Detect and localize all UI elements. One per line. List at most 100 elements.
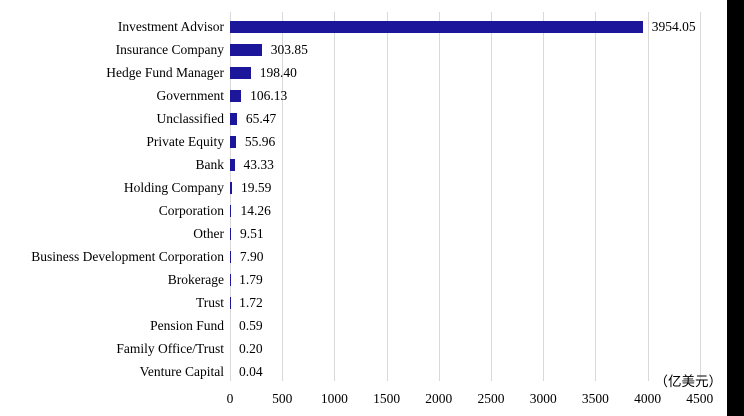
gridline — [230, 12, 231, 381]
gridlines — [230, 12, 705, 381]
x-tick-label: 1500 — [373, 391, 401, 406]
category-label: Business Development Corporation — [31, 248, 224, 264]
gridline — [438, 12, 440, 381]
x-tick-label: 2000 — [425, 391, 453, 406]
letterbox-strip — [727, 0, 744, 416]
category-label: Government — [156, 87, 224, 103]
bar-track: 0.04 — [230, 360, 744, 383]
value-label: 0.20 — [239, 340, 263, 356]
bar-row: Insurance Company 303.85 — [0, 38, 744, 61]
bar — [230, 227, 231, 240]
gridline — [282, 12, 284, 381]
value-label: 55.96 — [244, 133, 276, 149]
bar-row: Bank 43.33 — [0, 153, 744, 176]
gridline — [543, 12, 545, 381]
bar-track: 0.59 — [230, 314, 744, 337]
category-label: Corporation — [158, 202, 224, 218]
category-label: Private Equity — [146, 133, 224, 149]
bar-track: 9.51 — [230, 222, 744, 245]
bar-row: Other 9.51 — [0, 222, 744, 245]
category-label: Unclassified — [156, 110, 224, 126]
bar-track: 106.13 — [230, 84, 744, 107]
bar — [230, 158, 235, 171]
category-label: Venture Capital — [139, 363, 224, 379]
bar-row: Unclassified 65.47 — [0, 107, 744, 130]
bar — [230, 250, 231, 263]
value-label: 43.33 — [243, 156, 274, 172]
x-tick-label: 4500 — [686, 391, 714, 406]
category-label: Other — [193, 225, 224, 241]
bar-row: Corporation 14.26 — [0, 199, 744, 222]
gridline — [647, 12, 649, 381]
bar-track: 1.79 — [230, 268, 744, 291]
bar-row: Investment Advisor 3954.05 — [0, 15, 744, 38]
x-tick-label: 3000 — [529, 391, 557, 406]
value-label: 14.26 — [240, 202, 271, 218]
bar-row: Government 106.13 — [0, 84, 744, 107]
category-label: Pension Fund — [150, 317, 224, 333]
bar — [230, 135, 236, 148]
bar-track: 65.47 — [230, 107, 744, 130]
value-label: 303.85 — [270, 41, 308, 57]
category-label: Insurance Company — [115, 41, 224, 57]
bar-row: Family Office/Trust 0.20 — [0, 337, 744, 360]
x-tick-label: 2500 — [477, 391, 505, 406]
x-tick-label: 0 — [226, 391, 234, 406]
value-label: 19.59 — [241, 179, 272, 195]
bar-track: 43.33 — [230, 153, 744, 176]
category-label: Brokerage — [167, 271, 224, 287]
bar-row: Trust 1.72 — [0, 291, 744, 314]
bar-track: 303.85 — [230, 38, 744, 61]
value-label: 0.04 — [239, 363, 263, 379]
value-label: 0.59 — [239, 317, 263, 333]
bar-track: 198.40 — [230, 61, 744, 84]
category-label: Family Office/Trust — [116, 340, 224, 356]
bar-track: 7.90 — [230, 245, 744, 268]
gridline — [386, 12, 388, 381]
bar-track: 0.20 — [230, 337, 744, 360]
value-label: 3954.05 — [651, 18, 696, 34]
bar-track: 19.59 — [230, 176, 744, 199]
gridline — [491, 12, 492, 381]
gridline — [595, 12, 597, 381]
value-label: 1.79 — [239, 271, 263, 287]
x-tick-label: 3500 — [581, 391, 609, 406]
gridline — [334, 12, 336, 381]
bar-row: Brokerage 1.79 — [0, 268, 744, 291]
x-tick-label: 500 — [272, 391, 293, 406]
bar-rows: Investment Advisor 3954.05 Insurance Compa… — [0, 15, 744, 383]
bar — [230, 43, 262, 56]
bar-row: Pension Fund 0.59 — [0, 314, 744, 337]
bar-row: Private Equity 55.96 — [0, 130, 744, 153]
value-label: 65.47 — [245, 110, 277, 126]
category-label: Hedge Fund Manager — [106, 64, 224, 80]
x-tick-label: 1000 — [320, 391, 348, 406]
category-label: Investment Advisor — [117, 18, 224, 34]
value-label: 9.51 — [239, 225, 264, 241]
bar — [230, 66, 251, 79]
bar-track: 55.96 — [230, 130, 744, 153]
bar-track: 3954.05 — [230, 15, 744, 38]
bar-track: 14.26 — [230, 199, 744, 222]
category-label: Bank — [195, 156, 225, 172]
category-label: Holding Company — [123, 179, 224, 195]
value-label: 106.13 — [250, 87, 288, 103]
gridline — [699, 12, 701, 381]
bar-row: Business Development Corporation 7.90 — [0, 245, 744, 268]
bar — [230, 112, 237, 125]
bar — [230, 89, 242, 102]
axis-unit-label: （亿美元） — [654, 374, 723, 389]
x-tick-label: 4000 — [634, 391, 662, 406]
x-axis: 0 500 1000 1500 2000 2500 3000 3500 4000 4500 — [226, 391, 730, 409]
value-label: 198.40 — [259, 64, 297, 80]
category-label: Trust — [195, 294, 224, 310]
bar-row: Venture Capital 0.04 — [0, 360, 744, 383]
bar-track: 1.72 — [230, 291, 744, 314]
bar-row: Hedge Fund Manager 198.40 — [0, 61, 744, 84]
bar — [230, 181, 233, 194]
value-label: 7.90 — [239, 248, 264, 264]
value-label: 1.72 — [239, 294, 263, 310]
bar — [230, 204, 232, 217]
bar-row: Holding Company 19.59 — [0, 176, 744, 199]
